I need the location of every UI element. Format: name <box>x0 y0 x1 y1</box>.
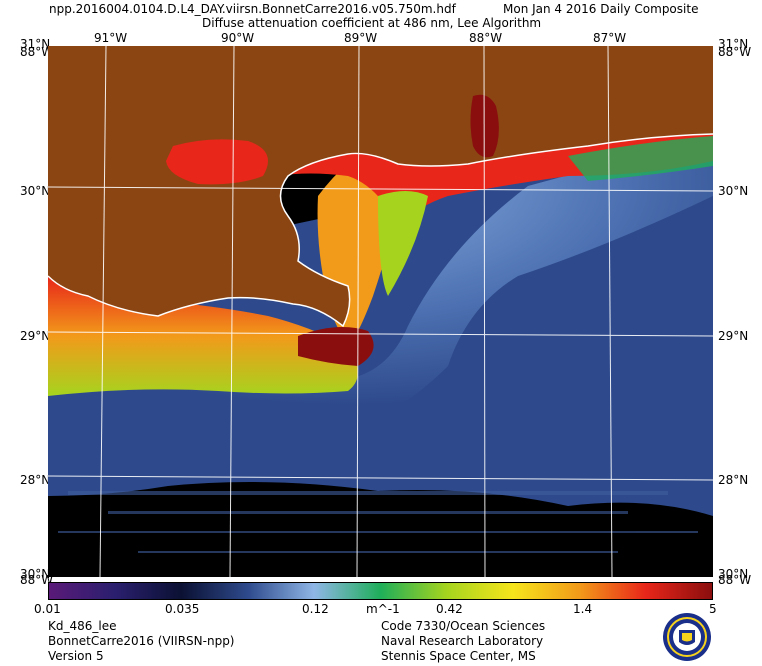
graticule <box>48 46 713 577</box>
lon-label-87w: 87°W <box>593 31 627 45</box>
noise-band <box>58 491 698 553</box>
lat-label-30n-left: 30°N <box>20 184 51 198</box>
green-fringe <box>378 191 428 296</box>
corner-bottom-right-lon: 88°W <box>718 573 752 587</box>
coastline <box>48 133 713 328</box>
corner-top-left-lat: 31°N <box>20 37 51 51</box>
colorbar-label-012: 0.12 <box>302 602 329 616</box>
lon-label-90w: 90°W <box>221 31 255 45</box>
lake-pontchartrain <box>166 139 268 185</box>
org-code: Code 7330/Ocean Sciences <box>381 619 546 633</box>
corner-bottom-left-lat: 30°N <box>20 567 51 581</box>
map-svg <box>48 46 713 577</box>
dark-plume-core <box>298 327 374 366</box>
mobile-bay <box>470 94 499 158</box>
kd490-map <box>48 46 713 577</box>
lat-label-28n-left: 28°N <box>20 473 51 487</box>
lat-label-28n-right: 28°N <box>718 473 749 487</box>
lon-label-89w: 89°W <box>344 31 378 45</box>
colorbar <box>48 582 713 600</box>
colorbar-label-001: 0.01 <box>34 602 61 616</box>
org-location: Stennis Space Center, MS <box>381 649 536 663</box>
product-code: Kd_486_lee <box>48 619 117 633</box>
colorbar-label-5: 5 <box>709 602 717 616</box>
corner-bottom-right-lat: 30°N <box>718 567 749 581</box>
version-label: Version 5 <box>48 649 104 663</box>
colorbar-unit: m^-1 <box>366 602 400 616</box>
lat-label-29n-left: 29°N <box>20 329 51 343</box>
org-name: Naval Research Laboratory <box>381 634 544 648</box>
corner-bottom-left-lon: 88°W <box>20 573 54 587</box>
date-label: Mon Jan 4 2016 Daily Composite <box>503 2 699 16</box>
product-title: Diffuse attenuation coefficient at 486 n… <box>202 16 542 30</box>
colorbar-label-0035: 0.035 <box>165 602 200 616</box>
lon-label-88w: 88°W <box>469 31 503 45</box>
filename-label: npp.2016004.0104.D.L4_DAY.viirsn.BonnetC… <box>49 2 456 16</box>
lon-label-91w: 91°W <box>94 31 128 45</box>
lat-label-30n-right: 30°N <box>718 184 749 198</box>
lat-label-29n-right: 29°N <box>718 329 749 343</box>
colorbar-label-14: 1.4 <box>573 602 593 616</box>
colorbar-label-042: 0.42 <box>436 602 463 616</box>
corner-top-right-lat: 31°N <box>718 37 749 51</box>
green-fringe-east <box>568 136 713 181</box>
corner-top-right-lon: 88°W <box>718 45 752 59</box>
region-sensor: BonnetCarre2016 (VIIRSN-npp) <box>48 634 235 648</box>
nrl-seal-icon <box>662 612 712 662</box>
land-mass <box>48 46 713 326</box>
corner-top-left-lon: 88°W <box>20 45 54 59</box>
